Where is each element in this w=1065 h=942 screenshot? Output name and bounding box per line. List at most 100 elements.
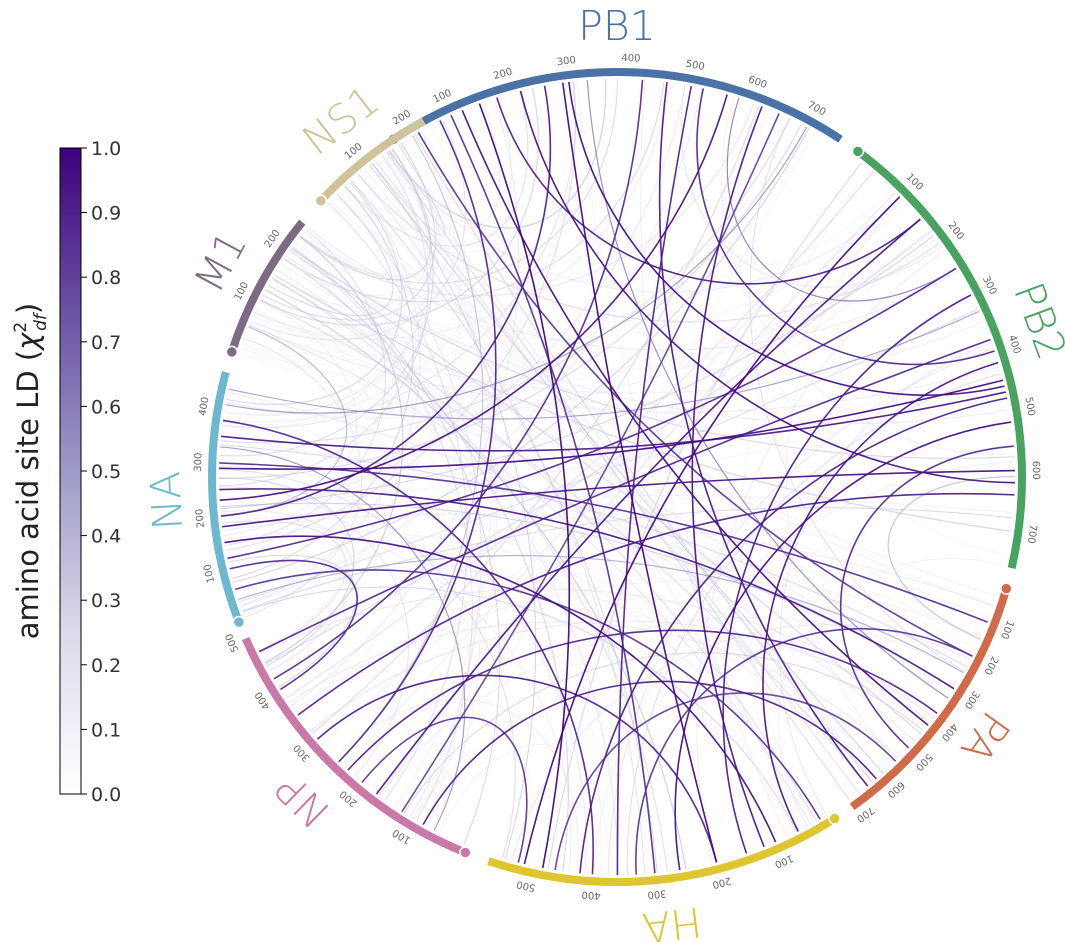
colorbar-tick-label: 0.3 bbox=[91, 590, 121, 612]
ld-link-pa-np bbox=[422, 680, 877, 825]
faint-link bbox=[720, 96, 1015, 455]
ld-link-pb1-ha bbox=[478, 103, 571, 869]
faint-link bbox=[224, 228, 386, 547]
faint-link bbox=[414, 133, 873, 783]
ld-link-pb1-pa bbox=[658, 82, 869, 787]
faint-link bbox=[241, 344, 794, 835]
faint-link bbox=[607, 348, 994, 875]
faint-link bbox=[344, 171, 874, 768]
ld-link-np-ns1 bbox=[338, 135, 484, 763]
faint-link bbox=[294, 579, 982, 711]
segment-tick-label: 200 bbox=[492, 66, 513, 82]
faint-link bbox=[295, 241, 602, 875]
segment-tick-label: 200 bbox=[711, 874, 732, 889]
segment-tick-label: 100 bbox=[773, 852, 795, 870]
segment-tick-label: 400 bbox=[621, 53, 640, 65]
faint-link bbox=[250, 119, 466, 341]
segment-tick-label: 700 bbox=[805, 100, 827, 119]
faint-link bbox=[428, 125, 893, 279]
ld-link-na-np bbox=[220, 446, 466, 831]
colorbar-tick-label: 0.8 bbox=[91, 267, 121, 289]
faint-link bbox=[337, 81, 572, 254]
segment-start-dot-na bbox=[232, 615, 246, 629]
segment-arc-ha bbox=[487, 815, 837, 886]
colorbar-tick-label: 0.4 bbox=[91, 526, 121, 548]
faint-link bbox=[260, 299, 869, 787]
ld-link-pb2-na bbox=[228, 310, 980, 420]
faint-link bbox=[735, 104, 1008, 556]
ld-link-ha-na bbox=[234, 569, 821, 820]
segment-start-dot-pb2 bbox=[851, 145, 865, 158]
segment-tick-label: 500 bbox=[1022, 396, 1036, 417]
ld-link-pb2-ha bbox=[762, 361, 999, 832]
colorbar-tick-label: 0.2 bbox=[91, 655, 121, 677]
faint-link bbox=[219, 477, 355, 667]
faint-link bbox=[219, 486, 410, 777]
segment-tick-label: 600 bbox=[747, 74, 769, 91]
faint-link bbox=[779, 342, 992, 816]
faint-link bbox=[291, 246, 501, 845]
ld-link-pb1-ha bbox=[450, 114, 656, 874]
ld-link-pb1-ns1 bbox=[388, 79, 607, 229]
ld-link-pb1-ha bbox=[616, 85, 693, 876]
ld-link-pb2-m1 bbox=[273, 274, 1012, 532]
ld-link-pb2-pa bbox=[887, 476, 1016, 640]
ld-link-pb1-na bbox=[225, 126, 808, 414]
ld-link-pb1-pb2 bbox=[496, 97, 921, 285]
faint-link bbox=[299, 103, 755, 297]
faint-link bbox=[219, 148, 434, 457]
faint-link bbox=[220, 368, 1001, 514]
colorbar-tick-label: 0.1 bbox=[91, 719, 121, 741]
faint-link bbox=[243, 337, 362, 618]
faint-link bbox=[290, 98, 520, 706]
segment-tick-label: 100 bbox=[431, 88, 453, 106]
faint-link bbox=[576, 80, 804, 830]
segment-start-dot-ha bbox=[828, 812, 841, 825]
ld-link-pb2-np bbox=[375, 218, 921, 795]
ld-link-pb1-ha bbox=[691, 106, 765, 848]
faint-link bbox=[438, 743, 610, 875]
faint-link bbox=[248, 325, 1000, 413]
segment-arc-m1 bbox=[228, 219, 306, 354]
faint-link bbox=[626, 373, 1002, 875]
ld-link-pb1-ha bbox=[561, 82, 718, 863]
ld-link-ha-na bbox=[224, 535, 777, 843]
colorbar-tick-label: 0.5 bbox=[91, 461, 121, 483]
segment-start-dot-ns1 bbox=[314, 194, 328, 208]
colorbar-bar bbox=[59, 147, 82, 795]
segment-tick-label: 200 bbox=[981, 654, 999, 676]
ld-link-ha-m1 bbox=[265, 289, 687, 870]
faint-link bbox=[254, 82, 671, 340]
ld-link-na-ns1 bbox=[226, 181, 403, 405]
ld-link-pb1-pb2 bbox=[726, 97, 957, 302]
ld-link-pb1-np bbox=[401, 113, 780, 813]
segment-label-pb1: PB1 bbox=[578, 2, 656, 50]
segment-tick-label: 400 bbox=[197, 396, 211, 417]
faint-link bbox=[222, 81, 576, 429]
faint-link bbox=[225, 232, 932, 419]
faint-link bbox=[226, 400, 461, 825]
faint-link bbox=[283, 158, 421, 296]
faint-link bbox=[403, 652, 924, 814]
faint-link bbox=[235, 567, 875, 782]
colorbar-title: amino acid site LD (χ2df) bbox=[11, 303, 51, 640]
segment-start-dot-m1 bbox=[225, 345, 239, 359]
faint-link bbox=[221, 521, 572, 873]
faint-link bbox=[377, 192, 896, 796]
faint-link bbox=[350, 180, 658, 874]
faint-link bbox=[330, 199, 994, 607]
segment-tick-label: 200 bbox=[194, 508, 207, 528]
ld-link-pb2-np bbox=[258, 338, 991, 653]
faint-link bbox=[220, 510, 354, 672]
ld-link-pa-ns1 bbox=[375, 160, 860, 794]
faint-link bbox=[241, 188, 397, 359]
ld-link-pb2-np bbox=[297, 492, 1015, 716]
faint-link bbox=[220, 444, 968, 668]
ld-link-pb2-ns1 bbox=[357, 174, 940, 323]
faint-link bbox=[255, 310, 984, 394]
segment-tick-label: 500 bbox=[224, 632, 242, 654]
faint-link bbox=[267, 193, 394, 317]
ld-link-pb2-na bbox=[227, 267, 957, 560]
faint-link bbox=[640, 79, 788, 838]
ld-link-pb2-ha bbox=[722, 294, 972, 854]
